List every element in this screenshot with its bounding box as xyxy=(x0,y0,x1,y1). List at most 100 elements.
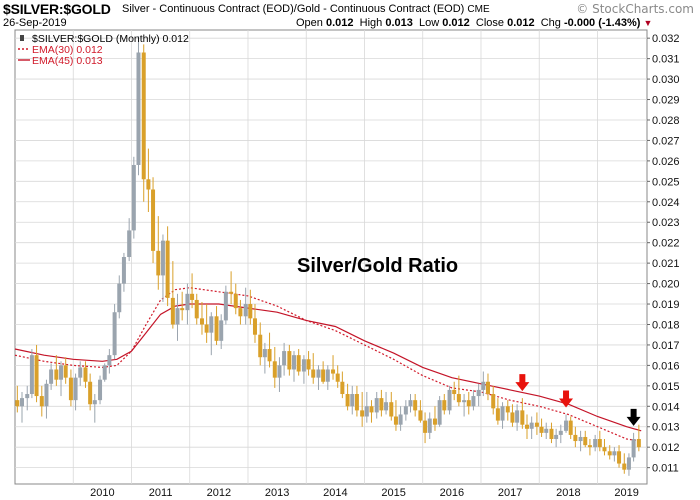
open-label: Open xyxy=(296,17,323,29)
candle xyxy=(476,383,481,407)
candle xyxy=(505,400,510,421)
candle xyxy=(360,391,365,427)
candle xyxy=(34,344,39,403)
candle-body xyxy=(258,334,263,358)
candle xyxy=(578,430,583,452)
candle-body xyxy=(272,361,277,378)
y-tick-label-6: 0.017 xyxy=(652,340,680,352)
x-tick-label-2: 2012 xyxy=(207,487,231,499)
candle-body xyxy=(597,439,602,448)
candle-body xyxy=(568,420,573,435)
candle-body xyxy=(248,304,253,319)
y-tick-label-9: 0.020 xyxy=(652,279,680,291)
candle-body xyxy=(520,410,525,425)
candle-body xyxy=(39,396,44,407)
candle-body xyxy=(156,250,161,276)
candle-body xyxy=(554,434,559,440)
candle xyxy=(534,412,539,435)
x-tick-label-9: 2019 xyxy=(614,487,638,499)
candle xyxy=(408,394,413,413)
candle-body xyxy=(311,369,316,378)
candle xyxy=(379,389,384,417)
candle-body xyxy=(229,291,234,294)
candle xyxy=(151,177,156,264)
candle xyxy=(558,424,563,444)
candle xyxy=(141,44,146,202)
x-tick-label-5: 2015 xyxy=(381,487,405,499)
candle xyxy=(437,396,442,427)
candle xyxy=(214,306,219,345)
candle xyxy=(403,400,408,421)
candle-body xyxy=(321,369,326,382)
candle xyxy=(180,291,185,321)
x-tick-label-3: 2013 xyxy=(265,487,289,499)
candle-body xyxy=(78,367,83,378)
candle-body xyxy=(243,304,248,317)
candle xyxy=(354,385,359,417)
candle xyxy=(485,373,490,401)
candle-body xyxy=(146,179,151,190)
y-tick-label-8: 0.019 xyxy=(652,299,680,311)
x-tick-label-1: 2011 xyxy=(149,487,173,499)
candle-body xyxy=(626,457,631,470)
ema-line-30 xyxy=(14,287,642,442)
y-tick-label-14: 0.025 xyxy=(652,176,680,188)
candle-body xyxy=(573,434,578,442)
candle xyxy=(374,391,379,419)
candle xyxy=(287,344,292,376)
candle xyxy=(423,412,428,444)
candle xyxy=(282,342,287,376)
candle-body xyxy=(25,394,30,399)
candle-body xyxy=(607,451,612,456)
candle-body xyxy=(369,406,374,413)
y-tick-label-20: 0.031 xyxy=(652,54,680,66)
candle-body xyxy=(267,349,272,362)
candle-body xyxy=(432,418,437,425)
candle-body xyxy=(354,394,359,411)
candle xyxy=(175,293,180,341)
candle xyxy=(190,273,195,309)
candle-body xyxy=(296,355,301,372)
arrow-down-icon-2 xyxy=(626,408,641,426)
y-tick-label-19: 0.030 xyxy=(652,74,680,86)
candle xyxy=(306,351,311,376)
candle xyxy=(19,391,24,423)
candle xyxy=(311,353,316,384)
candle xyxy=(146,148,151,213)
candle xyxy=(413,394,418,417)
y-tick-label-17: 0.028 xyxy=(652,115,680,127)
candle xyxy=(223,285,228,325)
candle-body xyxy=(471,396,476,407)
candle-body xyxy=(534,422,539,427)
chg-value: -0.000 (-1.43%) xyxy=(563,17,641,29)
candle-body xyxy=(408,400,413,407)
candle xyxy=(529,416,534,440)
close-label: Close xyxy=(475,17,505,29)
candle-body xyxy=(578,436,583,442)
y-axis: 0.011 0.012 0.013 0.014 0.015 0.016 0.017 0.018… xyxy=(647,33,680,475)
y-tick-label-21: 0.032 xyxy=(652,33,680,45)
candle-body xyxy=(185,293,190,311)
candle xyxy=(185,283,190,325)
y-tick-label-13: 0.024 xyxy=(652,197,680,209)
candle xyxy=(54,355,59,386)
candle-body xyxy=(238,308,243,317)
candle-body xyxy=(466,400,471,407)
candle xyxy=(462,394,467,417)
candle xyxy=(204,304,209,343)
candle xyxy=(631,432,636,462)
y-tick-label-3: 0.014 xyxy=(652,401,680,413)
candle-body xyxy=(15,400,20,407)
candle xyxy=(364,391,369,423)
candle-body xyxy=(316,369,321,378)
candle-body xyxy=(442,400,447,411)
candle-body xyxy=(233,293,238,309)
candle xyxy=(88,373,93,411)
candle-body xyxy=(587,445,592,448)
candle xyxy=(321,361,326,384)
candle xyxy=(112,304,117,360)
candle xyxy=(98,375,103,405)
candle-body xyxy=(374,398,379,413)
candle xyxy=(59,361,64,397)
candle-body xyxy=(476,389,481,397)
